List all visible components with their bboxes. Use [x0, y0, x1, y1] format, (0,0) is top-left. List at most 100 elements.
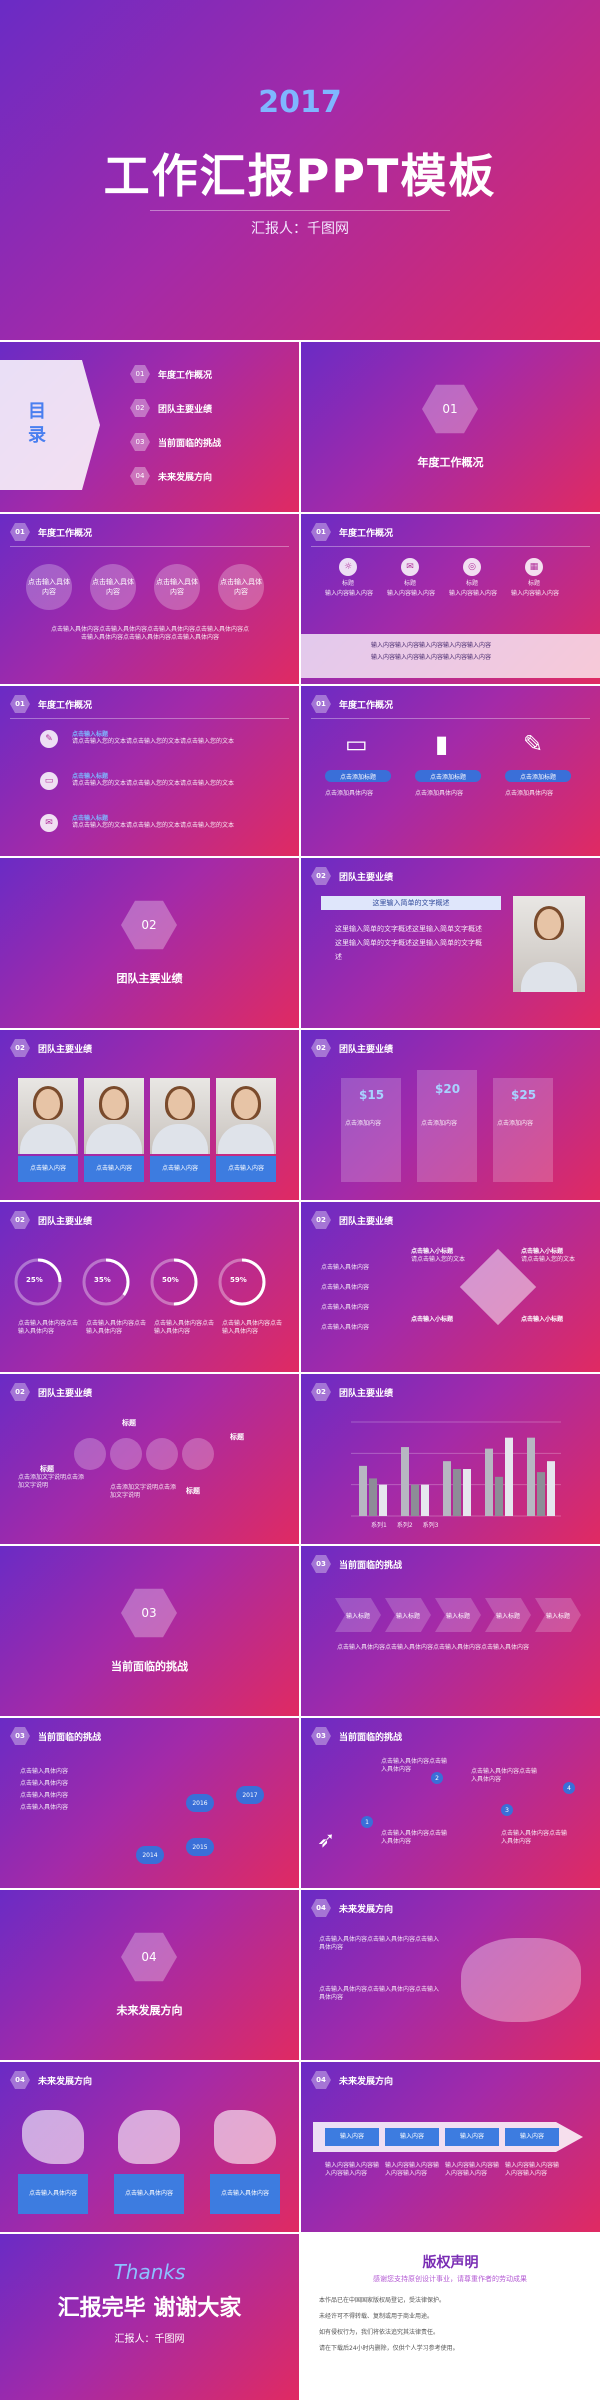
slide-header: 03 当前面临的挑战 — [311, 1554, 402, 1574]
copyright-title: 版权声明 — [422, 2255, 479, 2271]
toc-hex: 02 — [130, 399, 150, 417]
toc-item-2[interactable]: 02 团队主要业绩 — [130, 398, 221, 418]
progress-desc: 输入内容输入内容输入内容输入内容 — [445, 2162, 500, 2177]
toc-item-3[interactable]: 03 当前面临的挑战 — [130, 432, 221, 452]
section-03-slide[interactable]: 03 当前面临的挑战 — [0, 1546, 299, 1716]
future-text: 点击输入具体内容点击输入具体内容点击输入具体内容 — [319, 1936, 440, 1951]
slide-header: 03 当前面临的挑战 — [10, 1726, 101, 1746]
year-node[interactable]: 2014 — [136, 1846, 164, 1864]
step-node[interactable]: 1 — [361, 1816, 373, 1828]
flower-circle — [74, 1438, 106, 1470]
copyright-subtitle: 感谢您支持原创设计事业，请尊重作者的劳动成果 — [373, 2275, 527, 2283]
pills-slide[interactable]: 01 年度工作概况 ▭ ▮ ✎ 点击添加标题 点击添加标题 点击添加标题 点击添… — [301, 686, 600, 856]
toc-slide[interactable]: 目 录 01 年度工作概况 02 团队主要业绩 03 当前面临的挑战 04 未来… — [0, 342, 299, 512]
timeline-slide[interactable]: 03 当前面临的挑战 点击输入具体内容 点击输入具体内容 点击输入具体内容 点击… — [0, 1718, 299, 1888]
torso — [521, 962, 577, 992]
header-title: 未来发展方向 — [339, 1904, 394, 1915]
section-title: 团队主要业绩 — [116, 972, 183, 985]
step-node[interactable]: 4 — [563, 1782, 575, 1794]
rings-slide[interactable]: 02 团队主要业绩 25% 35% 50% 59% 点击输入具体内容点击输入具体… — [0, 1202, 299, 1372]
team-photo — [18, 1078, 78, 1154]
header-title: 团队主要业绩 — [38, 1216, 93, 1227]
bar-系列2-5 — [537, 1472, 545, 1516]
map-label: 点击输入具体内容 — [210, 2174, 280, 2214]
section-04-slide[interactable]: 04 未来发展方向 — [0, 1890, 299, 2060]
section-02-slide[interactable]: 02 团队主要业绩 — [0, 858, 299, 1028]
bulb-icon: ☼ — [339, 558, 357, 576]
arrow-slide[interactable]: 03 当前面临的挑战 输入标题 输入标题 输入标题 输入标题 输入标题 点击输入… — [301, 1546, 600, 1716]
legend-item: 系列1 — [371, 1522, 387, 1529]
map-slide[interactable]: 04 未来发展方向 点击输入具体内容点击输入具体内容点击输入具体内容 点击输入具… — [301, 1890, 600, 2060]
year-node[interactable]: 2015 — [186, 1838, 214, 1856]
slide-header: 01 年度工作概况 — [311, 522, 393, 542]
team-slide[interactable]: 02 团队主要业绩 点击输入内容 点击输入内容 点击输入内容 点击输入内容 — [0, 1030, 299, 1200]
map-label: 点击输入具体内容 — [18, 2174, 88, 2214]
item-title: 点击输入标题 — [72, 815, 109, 822]
section-title: 未来发展方向 — [116, 2004, 183, 2017]
slide-header: 02 团队主要业绩 — [311, 1210, 393, 1230]
overview-circle: 点击输入具体内容 — [90, 564, 136, 610]
profile-slide[interactable]: 02 团队主要业绩 这里输入简单的文字概述 这里输入简单的文字概述这里输入简单文… — [301, 858, 600, 1028]
section-01-slide[interactable]: 01 年度工作概况 — [301, 342, 600, 512]
ring-progress — [218, 1258, 266, 1306]
progress-step: 输入内容 — [505, 2128, 559, 2146]
header-hex: 04 — [311, 2071, 331, 2089]
pill-label[interactable]: 点击添加标题 — [325, 770, 391, 782]
price-card — [417, 1070, 477, 1182]
slide-header: 02 团队主要业绩 — [10, 1038, 92, 1058]
puzzle-desc: 请点击输入您的文本 — [411, 1256, 466, 1263]
slide-header: 02 团队主要业绩 — [10, 1210, 92, 1230]
year-node[interactable]: 2017 — [236, 1786, 264, 1804]
price-value: $15 — [359, 1088, 385, 1102]
item-title: 点击输入标题 — [72, 731, 109, 738]
maps-slide[interactable]: 04 未来发展方向 点击输入具体内容 点击输入具体内容 点击输入具体内容 — [0, 2062, 299, 2232]
ring-text: 点击输入具体内容点击输入具体内容 — [18, 1320, 79, 1335]
toc-item-1[interactable]: 01 年度工作概况 — [130, 364, 221, 384]
info-box — [301, 634, 600, 678]
thanks-slide[interactable]: Thanks 汇报完毕 谢谢大家 汇报人：千图网 — [0, 2234, 299, 2400]
list-text: 输入内容输入内容输入内容输入内容输入内容 — [371, 642, 492, 649]
bar-icon: ▦ — [525, 558, 543, 576]
copyright-slide[interactable]: 版权声明 感谢您支持原创设计事业，请尊重作者的劳动成果 本作品已在中国国家版权局… — [301, 2234, 600, 2400]
price-slide[interactable]: 02 团队主要业绩 $15 $20 $25 点击添加内容 点击添加内容 点击添加… — [301, 1030, 600, 1200]
bar-chart-slide[interactable]: 02 团队主要业绩 系列1 系列2 系列3 — [301, 1374, 600, 1544]
progress-desc: 输入内容输入内容输入内容输入内容 — [385, 2162, 440, 2177]
overview-slide[interactable]: 01 年度工作概况 点击输入具体内容 点击输入具体内容 点击输入具体内容 点击输… — [0, 514, 299, 684]
slide-header: 04 未来发展方向 — [311, 1898, 393, 1918]
header-title: 年度工作概况 — [38, 700, 93, 711]
pill-label[interactable]: 点击添加标题 — [505, 770, 571, 782]
ring-progress — [82, 1258, 130, 1306]
step-node[interactable]: 2 — [431, 1772, 443, 1784]
items-slide[interactable]: 01 年度工作概况 ✎ 点击输入标题 请点击输入您的文本请点击输入您的文本请点击… — [0, 686, 299, 856]
flower-title: 标题 — [186, 1487, 200, 1495]
monitor-icon: ▭ — [40, 772, 58, 790]
puzzle-slide[interactable]: 02 团队主要业绩 点击输入具体内容 点击输入具体内容 点击输入具体内容 点击输… — [301, 1202, 600, 1372]
pill-label[interactable]: 点击添加标题 — [415, 770, 481, 782]
cover-slide[interactable]: 2017 工作汇报PPT模板 汇报人：千图网 — [0, 0, 600, 340]
header-title: 当前面临的挑战 — [38, 1732, 102, 1743]
section-title: 当前面临的挑战 — [111, 1660, 188, 1673]
progress-slide[interactable]: 04 未来发展方向 输入内容 输入内容 输入内容 输入内容 输入内容输入内容输入… — [301, 2062, 600, 2232]
cover-title: 工作汇报PPT模板 — [103, 149, 497, 203]
header-title: 团队主要业绩 — [339, 872, 394, 883]
header-hex: 04 — [10, 2071, 30, 2089]
steps-slide[interactable]: 03 当前面临的挑战 1 2 3 4 点击输入具体内容点击输入具体内容 点击输入… — [301, 1718, 600, 1888]
year-node[interactable]: 2016 — [186, 1794, 214, 1812]
header-title: 团队主要业绩 — [339, 1216, 394, 1227]
target-icon: ◎ — [463, 558, 481, 576]
icons-slide[interactable]: 01 年度工作概况 ☼ ✉ ◎ ▦ 标题 标题 标题 标题 输入内容输入内容 输… — [301, 514, 600, 684]
bar-chart — [351, 1421, 561, 1517]
region-map — [22, 2110, 84, 2164]
bar-系列3-2 — [421, 1484, 429, 1516]
arrow-step: 输入标题 — [435, 1598, 481, 1632]
header-hex: 02 — [311, 867, 331, 885]
header-title: 团队主要业绩 — [38, 1388, 93, 1399]
slide-header: 04 未来发展方向 — [10, 2070, 92, 2090]
face — [234, 1088, 258, 1119]
flower-slide[interactable]: 02 团队主要业绩 标题 标题 标题 标题 点击添加文字说明点击添加文字说明 点… — [0, 1374, 299, 1544]
toc-item-4[interactable]: 04 未来发展方向 — [130, 466, 221, 486]
list-text: 输入内容输入内容输入内容输入内容输入内容 — [371, 654, 492, 661]
chat-icon: ✉ — [401, 558, 419, 576]
price-card — [341, 1078, 401, 1182]
step-node[interactable]: 3 — [501, 1804, 513, 1816]
